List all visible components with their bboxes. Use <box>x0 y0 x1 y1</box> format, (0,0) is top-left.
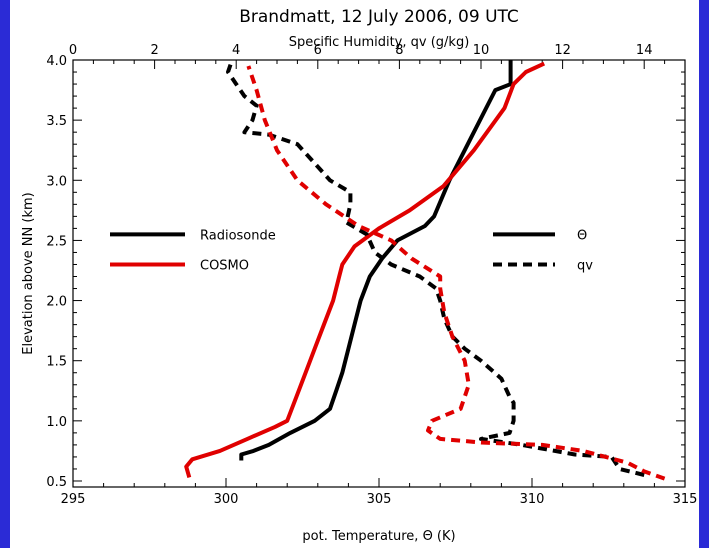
x-bottom-tick-label: 305 <box>367 492 392 507</box>
y-tick-label: 3.0 <box>46 174 67 189</box>
series-line-3 <box>248 66 664 479</box>
y-tick-label: 2.0 <box>46 295 67 310</box>
x-top-tick-label: 12 <box>554 43 571 58</box>
chart-svg: Brandmatt, 12 July 2006, 09 UTCSpecific … <box>10 0 699 548</box>
x-bottom-tick-label: 295 <box>61 492 86 507</box>
x-top-tick-label: 14 <box>636 43 653 58</box>
chart-title: Brandmatt, 12 July 2006, 09 UTC <box>239 7 519 27</box>
series-line-0 <box>241 60 510 461</box>
x-bottom-tick-label: 310 <box>520 492 545 507</box>
x-top-tick-label: 0 <box>69 43 77 58</box>
x-top-tick-label: 2 <box>150 43 158 58</box>
legend-variable-label-0: Θ <box>577 228 587 243</box>
legend-variable-label-1: qv <box>577 258 593 273</box>
y-tick-label: 3.5 <box>46 114 67 129</box>
y-tick-label: 1.0 <box>46 415 67 430</box>
plot-area-border <box>73 60 685 487</box>
y-tick-label: 1.5 <box>46 355 67 370</box>
x-bottom-tick-label: 300 <box>214 492 239 507</box>
y-tick-label: 0.5 <box>46 475 67 490</box>
x-top-tick-label: 6 <box>314 43 322 58</box>
legend-source-label-0: Radiosonde <box>200 228 276 243</box>
y-axis-label: Elevation above NN (km) <box>21 192 36 354</box>
x-top-tick-label: 10 <box>473 43 490 58</box>
x-bottom-axis-label: pot. Temperature, Θ (K) <box>302 529 455 544</box>
x-top-tick-label: 4 <box>232 43 240 58</box>
y-tick-label: 2.5 <box>46 234 67 249</box>
x-bottom-tick-label: 315 <box>673 492 698 507</box>
chart-frame: Brandmatt, 12 July 2006, 09 UTC Specific … <box>10 0 699 548</box>
y-tick-label: 4.0 <box>46 54 67 69</box>
legend-source-label-1: COSMO <box>200 258 249 273</box>
x-top-tick-label: 8 <box>395 43 403 58</box>
